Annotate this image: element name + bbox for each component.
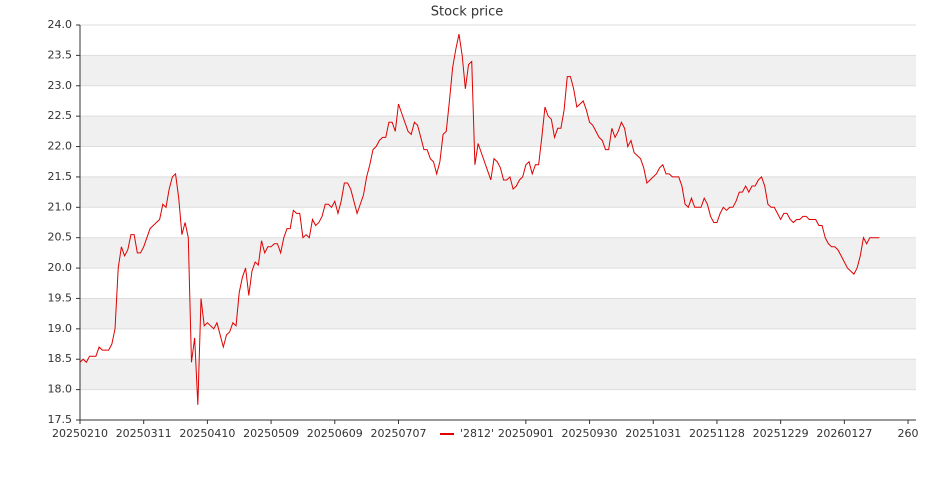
y-tick-label: 18.5 [48, 352, 73, 365]
x-tick-label: 20260127 [816, 427, 872, 440]
grid-band [80, 176, 916, 208]
x-tick-label: 20251128 [689, 427, 745, 440]
x-tick-label: 260 [898, 427, 919, 440]
x-tick-label: 20250707 [370, 427, 426, 440]
x-tick-label: 20250901 [498, 427, 554, 440]
y-tick-label: 21.0 [48, 200, 73, 213]
x-tick-label: 20250509 [243, 427, 299, 440]
x-tick-label: 20251229 [753, 427, 809, 440]
grid-band [80, 359, 916, 390]
y-tick-label: 22.0 [48, 140, 73, 153]
grid-band [80, 55, 916, 86]
x-tick-label: 20251031 [625, 427, 681, 440]
grid-band [80, 237, 916, 269]
x-tick-label: 20250930 [562, 427, 618, 440]
line-series [79, 34, 880, 405]
y-tick-label: 23.5 [48, 48, 73, 61]
y-tick-label: 20.0 [48, 261, 73, 274]
grid-band [80, 298, 916, 329]
y-tick-label: 17.5 [48, 413, 73, 426]
y-tick-label: 19.0 [48, 322, 73, 335]
y-tick-label: 21.5 [48, 170, 73, 183]
chart-title: Stock price [431, 5, 503, 20]
y-tick-label: 24.0 [48, 18, 73, 31]
x-tick-label: 20250311 [116, 427, 172, 440]
x-tick-label: 20250410 [179, 427, 235, 440]
legend-label: '2812' [460, 427, 494, 440]
x-tick-label: 20250210 [52, 427, 108, 440]
y-tick-label: 22.5 [48, 109, 73, 122]
y-tick-label: 18.0 [48, 383, 73, 396]
x-tick-label: 20250609 [307, 427, 363, 440]
y-tick-label: 20.5 [48, 231, 73, 244]
y-tick-label: 19.5 [48, 291, 73, 304]
grid-band [80, 116, 916, 147]
y-tick-label: 23.0 [48, 79, 73, 92]
